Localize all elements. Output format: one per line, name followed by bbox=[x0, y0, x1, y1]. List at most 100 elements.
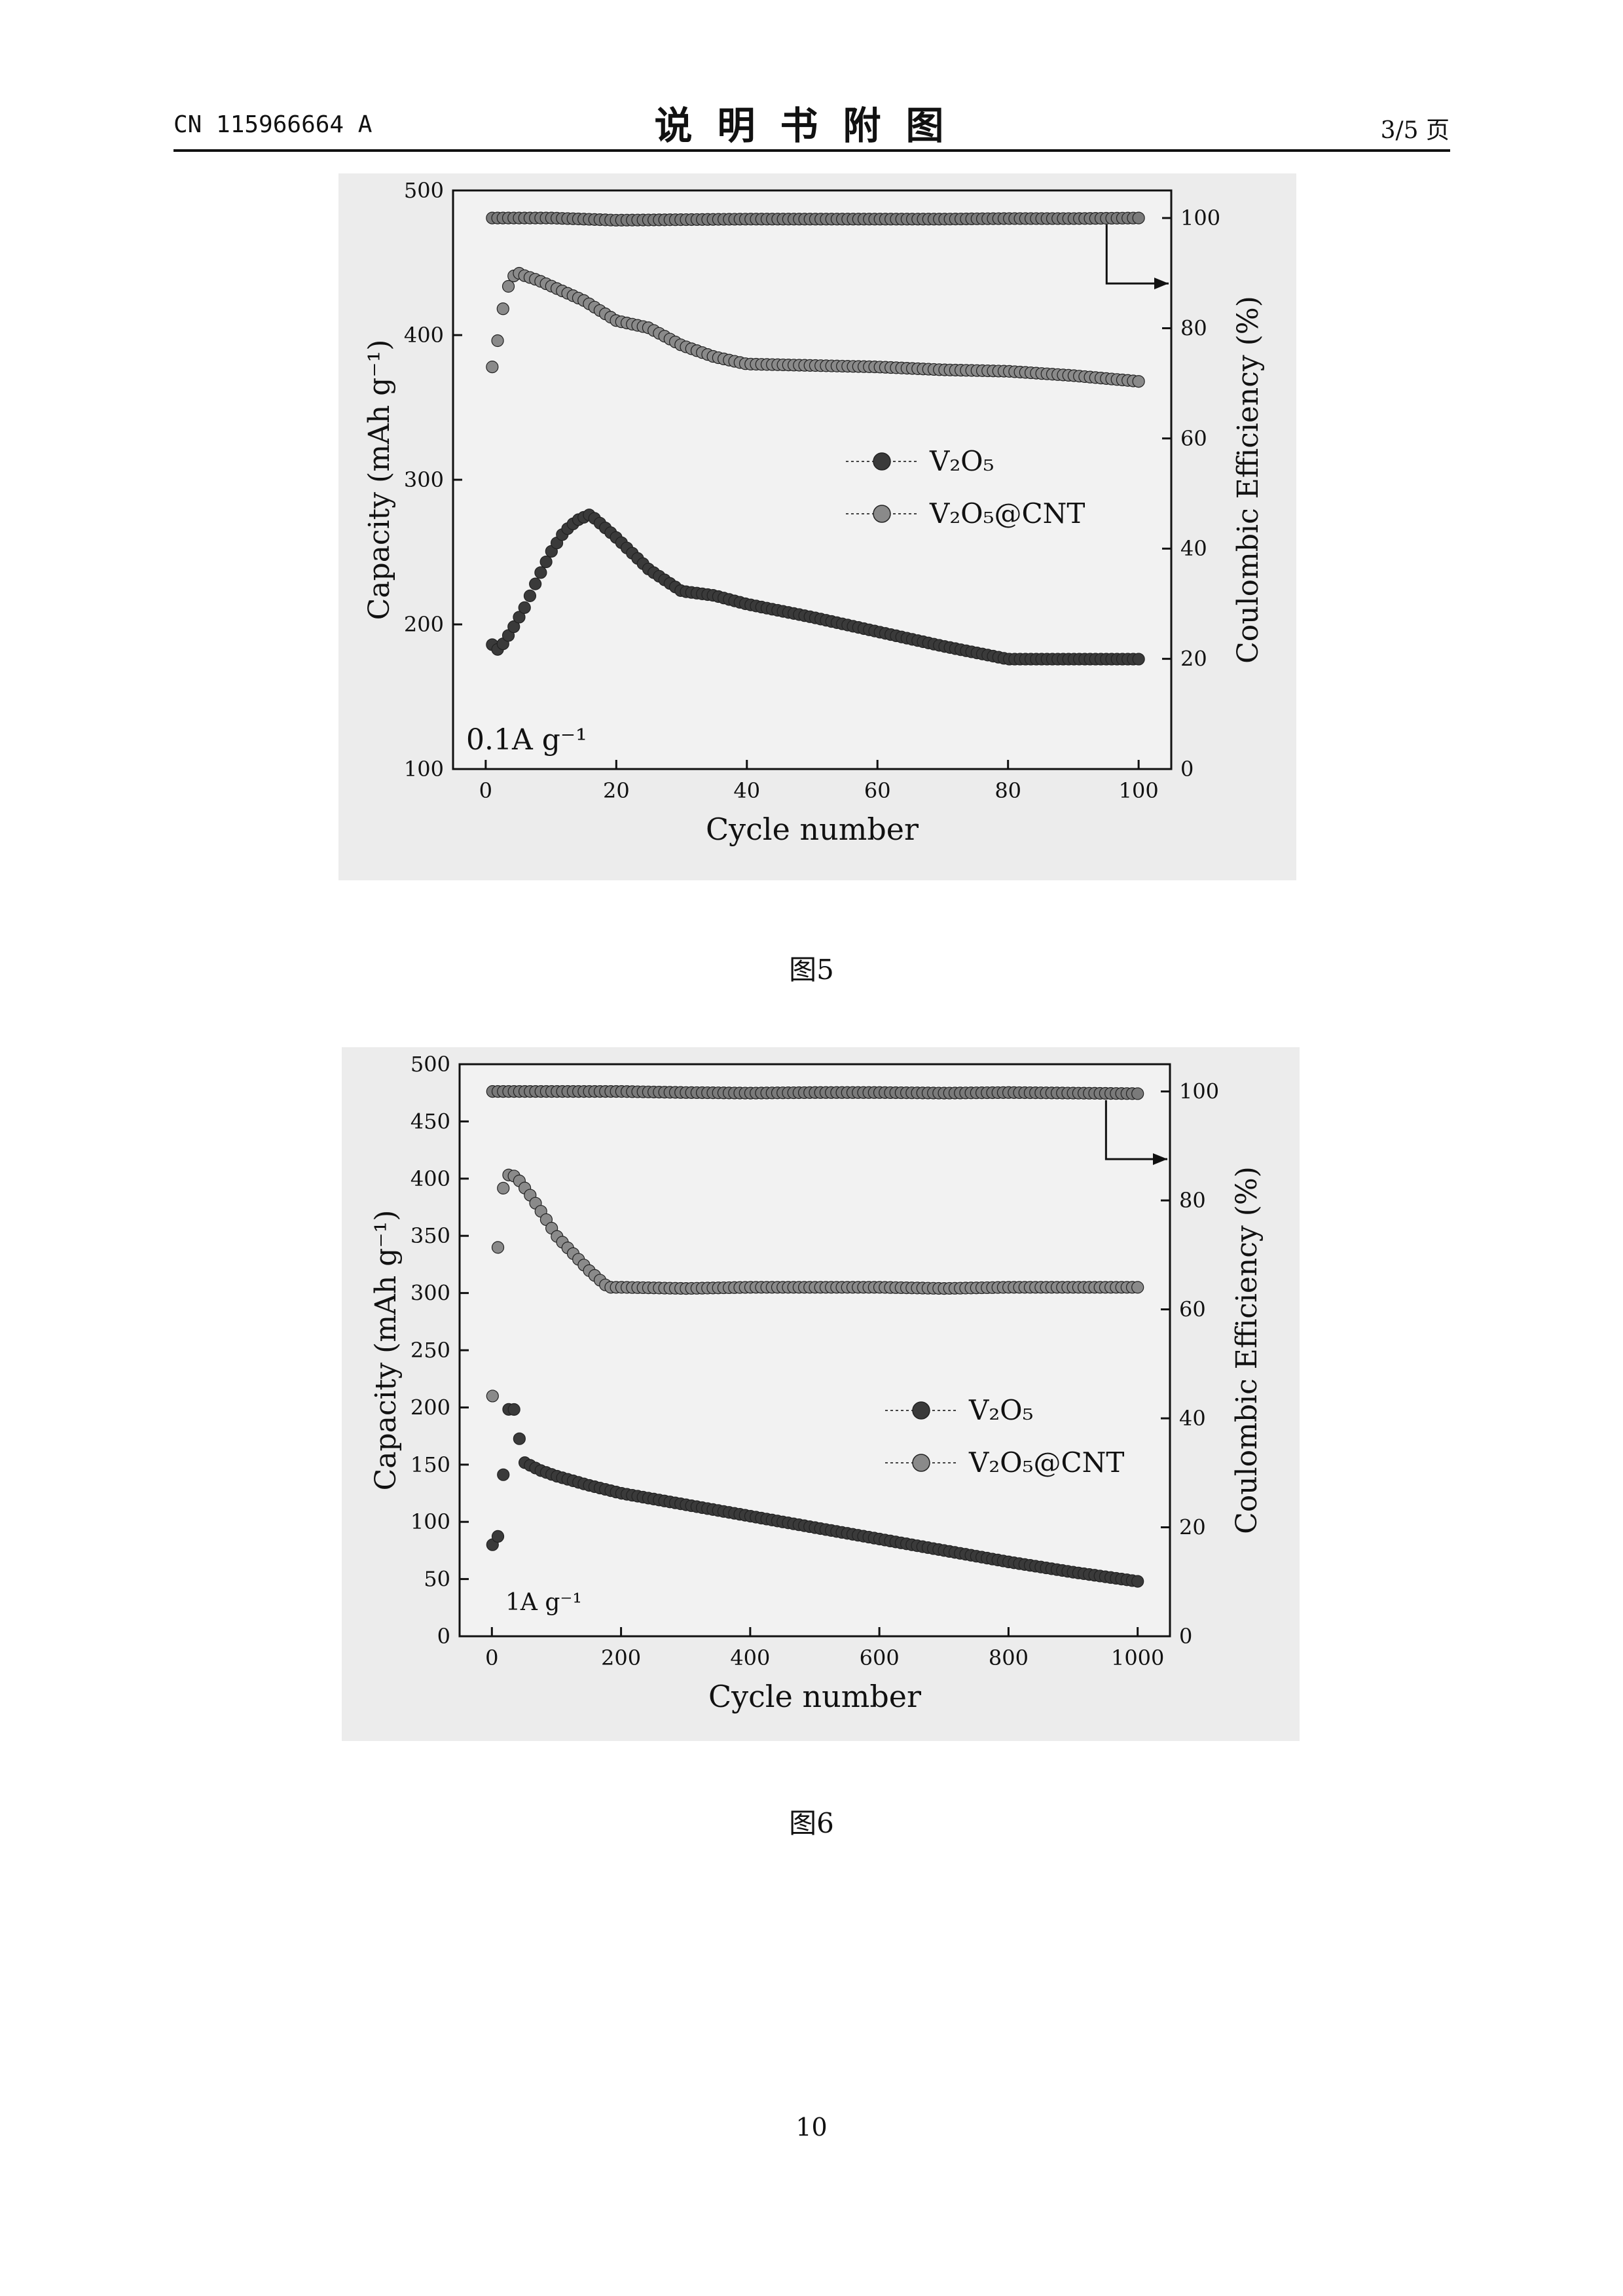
x-axis-label: Cycle number bbox=[706, 812, 919, 847]
series-v2o5 bbox=[486, 1403, 1144, 1588]
y-tick-label: 300 bbox=[404, 467, 444, 492]
y-axis-label: Capacity (mAh g⁻¹) bbox=[369, 1210, 403, 1491]
x-tick-label: 100 bbox=[1119, 778, 1159, 803]
series-coulombic-efficiency bbox=[486, 211, 1145, 227]
y2-axis-label: Coulombic Efficiency (%) bbox=[1231, 296, 1265, 664]
legend: V₂O₅ V₂O₅@CNT bbox=[846, 445, 1085, 529]
y-tick-label: 100 bbox=[404, 757, 444, 781]
y-tick-label: 250 bbox=[410, 1338, 450, 1363]
data-point bbox=[539, 555, 553, 569]
current-density-label: 0.1A g⁻¹ bbox=[466, 723, 587, 757]
x-tick-label: 60 bbox=[864, 778, 891, 803]
plot-area bbox=[460, 1064, 1170, 1636]
legend-marker bbox=[873, 505, 891, 523]
page-header: CN 115966664 A 说明书附图 3/5 页 bbox=[0, 0, 1623, 157]
data-point bbox=[491, 1530, 505, 1543]
y2-tick-label: 0 bbox=[1180, 757, 1194, 781]
series-v2o5-cnt bbox=[486, 266, 1145, 388]
x-axis-label: Cycle number bbox=[708, 1679, 921, 1714]
x-tick-label: 0 bbox=[479, 778, 492, 803]
axis-arrow bbox=[1104, 1100, 1167, 1160]
data-point bbox=[491, 334, 504, 348]
x-tick-label: 0 bbox=[485, 1645, 498, 1670]
data-point bbox=[497, 1468, 510, 1481]
data-point bbox=[496, 302, 509, 315]
data-point bbox=[497, 1181, 510, 1194]
y2-tick-label: 100 bbox=[1179, 1079, 1219, 1104]
data-point bbox=[1131, 1281, 1144, 1294]
legend-label: V₂O₅@CNT bbox=[929, 497, 1085, 529]
data-point bbox=[529, 577, 542, 590]
y2-tick-label: 60 bbox=[1180, 426, 1207, 451]
y2-tick-label: 20 bbox=[1179, 1515, 1206, 1540]
x-tick-label: 800 bbox=[989, 1645, 1029, 1670]
x-tick-label: 200 bbox=[601, 1645, 641, 1670]
y2-axis-label: Coulombic Efficiency (%) bbox=[1230, 1166, 1264, 1534]
x-tick-label: 600 bbox=[860, 1645, 900, 1670]
x-tick-label: 1000 bbox=[1111, 1645, 1164, 1670]
y-tick-label: 200 bbox=[404, 612, 444, 637]
figure-6-caption: 图6 bbox=[789, 1807, 834, 1839]
axis-arrow-head bbox=[1154, 278, 1169, 290]
data-point bbox=[513, 1432, 526, 1445]
data-point bbox=[534, 566, 547, 579]
y2-tick-label: 80 bbox=[1179, 1188, 1206, 1213]
y-tick-label: 500 bbox=[404, 178, 444, 203]
y-axis-label: Capacity (mAh g⁻¹) bbox=[363, 340, 396, 620]
data-point bbox=[507, 620, 520, 634]
legend: V₂O₅ V₂O₅@CNT bbox=[885, 1394, 1124, 1479]
figure-5: 100 200 300 400 500 0 20 40 60 80 100 0 20 40 60 80 100 C… bbox=[338, 173, 1296, 880]
chart-fig5: 100 200 300 400 500 0 20 40 60 80 100 0 20 40 60 80 100 C… bbox=[338, 173, 1296, 880]
data-point bbox=[1131, 1575, 1144, 1588]
data-point bbox=[491, 1241, 505, 1254]
data-point bbox=[486, 1390, 499, 1403]
legend-marker bbox=[912, 1401, 930, 1420]
page-number: 10 bbox=[795, 2113, 828, 2142]
axis-arrow bbox=[1105, 224, 1169, 285]
data-point bbox=[1132, 211, 1145, 224]
data-point bbox=[1132, 653, 1145, 666]
y2-tick-label: 20 bbox=[1180, 647, 1207, 672]
y-tick-label: 450 bbox=[410, 1109, 450, 1134]
y-tick-label: 300 bbox=[410, 1281, 450, 1306]
x-tick-label: 20 bbox=[603, 778, 630, 803]
y2-tick-label: 40 bbox=[1180, 536, 1207, 561]
series-coulombic-efficiency bbox=[486, 1085, 1144, 1100]
document-number: CN 115966664 A bbox=[173, 111, 373, 138]
figure-6: 0 50 100 150 200 250 300 350 400 450 500 0 20 40 60 80 1… bbox=[342, 1047, 1300, 1741]
y-tick-label: 400 bbox=[410, 1166, 450, 1191]
current-density-label: 1A g⁻¹ bbox=[505, 1589, 582, 1616]
series-v2o5 bbox=[486, 509, 1145, 666]
y-tick-label: 0 bbox=[437, 1624, 450, 1649]
data-point bbox=[518, 601, 531, 614]
y2-tick-label: 100 bbox=[1180, 206, 1220, 230]
section-title: 说明书附图 bbox=[654, 103, 969, 148]
data-point bbox=[523, 589, 537, 602]
legend-label: V₂O₅@CNT bbox=[968, 1446, 1124, 1479]
data-point bbox=[1131, 1087, 1144, 1100]
y-tick-label: 350 bbox=[410, 1223, 450, 1248]
y-tick-label: 400 bbox=[404, 323, 444, 348]
y-tick-label: 200 bbox=[410, 1395, 450, 1420]
data-point bbox=[501, 279, 515, 293]
page-indicator: 3/5 页 bbox=[1380, 117, 1450, 144]
plot-area bbox=[453, 190, 1171, 769]
y-tick-label: 500 bbox=[410, 1052, 450, 1077]
chart-fig6: 0 50 100 150 200 250 300 350 400 450 500 0 20 40 60 80 1… bbox=[342, 1047, 1300, 1741]
y2-tick-label: 60 bbox=[1179, 1297, 1206, 1322]
x-tick-label: 400 bbox=[730, 1645, 770, 1670]
figure-5-caption: 图5 bbox=[789, 954, 834, 986]
y2-tick-label: 40 bbox=[1179, 1406, 1206, 1431]
y2-tick-label: 80 bbox=[1180, 315, 1207, 340]
axis-arrow-head bbox=[1153, 1153, 1167, 1165]
y-tick-label: 50 bbox=[424, 1567, 450, 1592]
data-point bbox=[507, 1403, 520, 1416]
legend-marker bbox=[873, 452, 891, 471]
legend-marker bbox=[912, 1454, 930, 1472]
y-tick-label: 100 bbox=[410, 1509, 450, 1534]
legend-label: V₂O₅ bbox=[968, 1394, 1033, 1426]
x-tick-label: 40 bbox=[733, 778, 760, 803]
y2-tick-label: 0 bbox=[1179, 1624, 1192, 1649]
series-v2o5-cnt bbox=[486, 1168, 1144, 1403]
data-point bbox=[1132, 375, 1145, 388]
